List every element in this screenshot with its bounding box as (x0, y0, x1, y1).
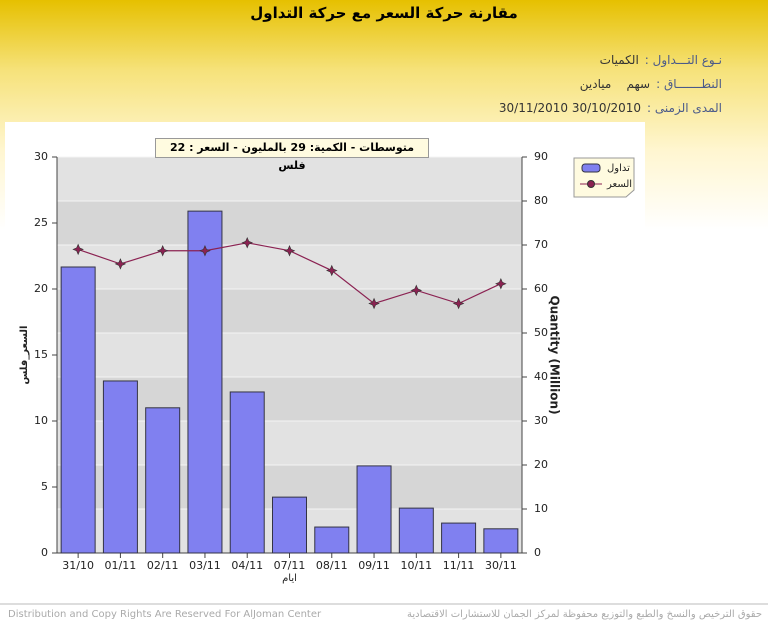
line-marker (495, 277, 507, 290)
legend-label: السعر (606, 179, 632, 190)
info-row: النطـــــــاق : سهم ميادين (580, 77, 722, 91)
line-marker (72, 243, 84, 256)
y-tick-label: 10 (34, 414, 48, 427)
y-tick-label: 30 (34, 150, 48, 163)
y-axis-title: السعر_فلس (19, 326, 30, 385)
line-marker (241, 237, 253, 249)
bar (145, 407, 181, 554)
y2-tick-label: 70 (534, 238, 548, 251)
line-marker (156, 244, 169, 257)
x-tick-label: 02/11 (147, 559, 179, 572)
bar (272, 496, 307, 554)
bar (60, 266, 96, 554)
bar (483, 528, 519, 554)
x-tick-label: 03/11 (189, 559, 221, 572)
y2-tick-label: 0 (534, 546, 541, 559)
legend-label: تداول (607, 163, 630, 174)
y2-tick-label: 10 (534, 502, 548, 515)
y-tick-label: 5 (41, 480, 48, 493)
line-marker (368, 297, 380, 310)
line-marker (283, 244, 296, 257)
x-tick-label: 31/10 (62, 559, 94, 572)
info-row: المدى الزمنى : 30/11/2010 30/10/2010 (499, 101, 722, 115)
info-value: سهم ميادين (579, 77, 651, 91)
y2-tick-label: 50 (534, 326, 548, 339)
bar (102, 380, 138, 554)
bar (187, 210, 223, 554)
info-value: الكميات (599, 53, 639, 67)
grid-band (57, 201, 522, 245)
bar (398, 507, 434, 554)
x-axis-title: ايام (282, 573, 297, 584)
grid-band (57, 289, 522, 333)
line-marker (114, 258, 127, 270)
y-tick-label: 25 (34, 216, 48, 229)
x-tick-label: 07/11 (274, 559, 306, 572)
title: مقارنة حركة السعر مع حركة التداول (250, 4, 518, 22)
info-row: نـوع التـــداول : الكميات (600, 53, 722, 67)
annotation: متوسطات - الكمية: 29 بالمليون - السعر : … (155, 138, 429, 172)
footer-left: Distribution and Copy Rights Are Reserve… (8, 609, 322, 620)
legend-swatch (587, 180, 595, 188)
x-tick-label: 10/11 (400, 559, 432, 572)
info-value: 30/11/2010 30/10/2010 (498, 101, 642, 115)
bar (441, 522, 477, 554)
y2-tick-label: 20 (534, 458, 548, 471)
x-tick-label: 04/11 (231, 559, 263, 572)
y2-tick-label: 90 (534, 150, 548, 163)
legend-swatch (581, 163, 601, 173)
y2-tick-label: 40 (534, 370, 548, 383)
x-tick-label: 11/11 (443, 559, 475, 572)
y-tick-label: 15 (34, 348, 48, 361)
footer-right: حقوق الترخيص والنسخ والطبع والتوزيع محفو… (407, 609, 762, 620)
line-marker (410, 284, 423, 297)
x-tick-label: 01/11 (105, 559, 137, 572)
y2-axis-title: Quantity (Million) (548, 295, 562, 414)
line-marker (452, 297, 465, 310)
x-tick-label: 08/11 (316, 559, 348, 572)
y2-tick-label: 80 (534, 194, 548, 207)
line-marker (199, 244, 211, 257)
info-label: المدى الزمنى : (647, 101, 722, 115)
bar (314, 526, 350, 554)
x-tick-label: 09/11 (358, 559, 390, 572)
line-marker (326, 264, 338, 277)
y2-tick-label: 30 (534, 414, 548, 427)
y2-tick-label: 60 (534, 282, 548, 295)
x-tick-label: 30/11 (485, 559, 517, 572)
bar (229, 391, 265, 554)
info-label: نـوع التـــداول : (644, 53, 722, 67)
bar (356, 465, 392, 554)
y-tick-label: 20 (34, 282, 48, 295)
info-label: النطـــــــاق : (656, 77, 722, 91)
y-tick-label: 0 (41, 546, 48, 559)
